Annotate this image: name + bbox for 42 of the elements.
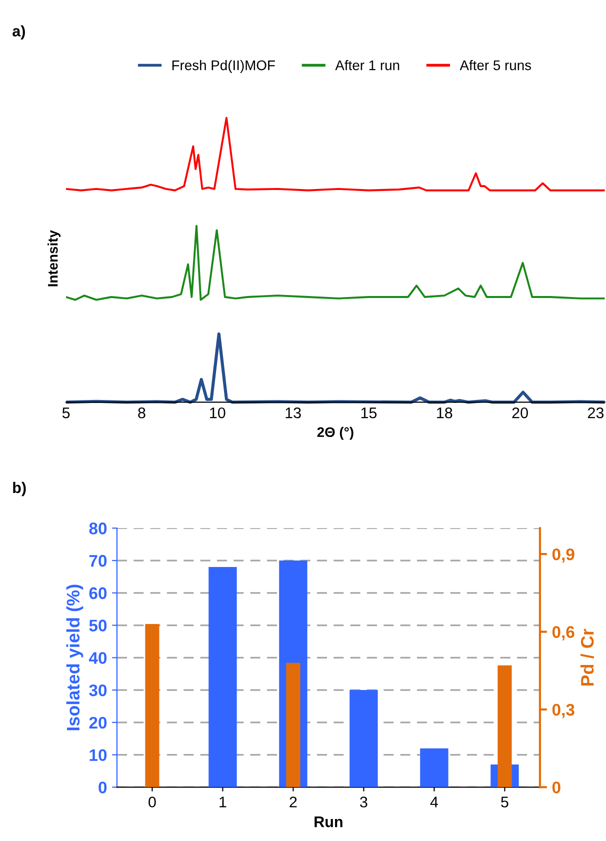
x-tick-label: 3 <box>360 796 368 808</box>
x-tick-label: 2 <box>290 796 297 808</box>
y-tick-label: 50 <box>89 620 107 632</box>
x-tick-label: 23 <box>588 407 604 418</box>
text: b) <box>13 482 26 496</box>
y-tick-label: 40 <box>88 652 107 664</box>
legend-label: After 5 runs <box>460 60 532 70</box>
legend-label: After 1 run <box>335 60 400 70</box>
y2-axis-title: Pd / Cr <box>580 628 594 686</box>
bar <box>208 567 237 788</box>
y-tick-label: 60 <box>89 587 107 600</box>
y-tick-label: 10 <box>90 749 107 761</box>
x-tick-label: 5 <box>62 408 70 418</box>
bar <box>350 690 378 788</box>
y-tick-label: 20 <box>89 716 107 729</box>
bar <box>145 624 160 788</box>
legend-label: Fresh Pd(II)MOF <box>172 60 275 73</box>
y-axis-title: Intensity <box>48 230 60 286</box>
x-tick-label: 13 <box>286 407 301 418</box>
bar <box>420 748 448 788</box>
x-axis-title: 2Θ (°) <box>317 426 354 440</box>
x-tick-label: 15 <box>361 408 377 418</box>
x-tick-label: 1 <box>220 796 226 808</box>
y-tick-label: 70 <box>89 554 107 567</box>
y2-tick-label: 0,3 <box>552 704 574 718</box>
x-tick-label: 5 <box>501 796 508 808</box>
bar <box>286 662 300 788</box>
x-tick-label: 10 <box>210 407 226 418</box>
text: a) <box>12 25 25 40</box>
x-tick-label: 8 <box>138 407 146 418</box>
y-tick-label: 30 <box>89 684 107 696</box>
x-axis-title: Run <box>314 816 342 828</box>
x-tick-label: 20 <box>512 407 528 418</box>
x-tick-label: 0 <box>148 796 156 808</box>
y-axis-title: Isolated yield (%) <box>66 584 84 730</box>
y2-tick-label: 0,9 <box>552 548 574 563</box>
x-tick-label: 18 <box>437 407 452 418</box>
y-tick-label: 0 <box>98 782 107 794</box>
y2-tick-label: 0 <box>552 782 560 794</box>
y-tick-label: 80 <box>89 522 107 534</box>
y2-tick-label: 0,6 <box>552 626 574 640</box>
x-tick-label: 4 <box>430 796 438 808</box>
